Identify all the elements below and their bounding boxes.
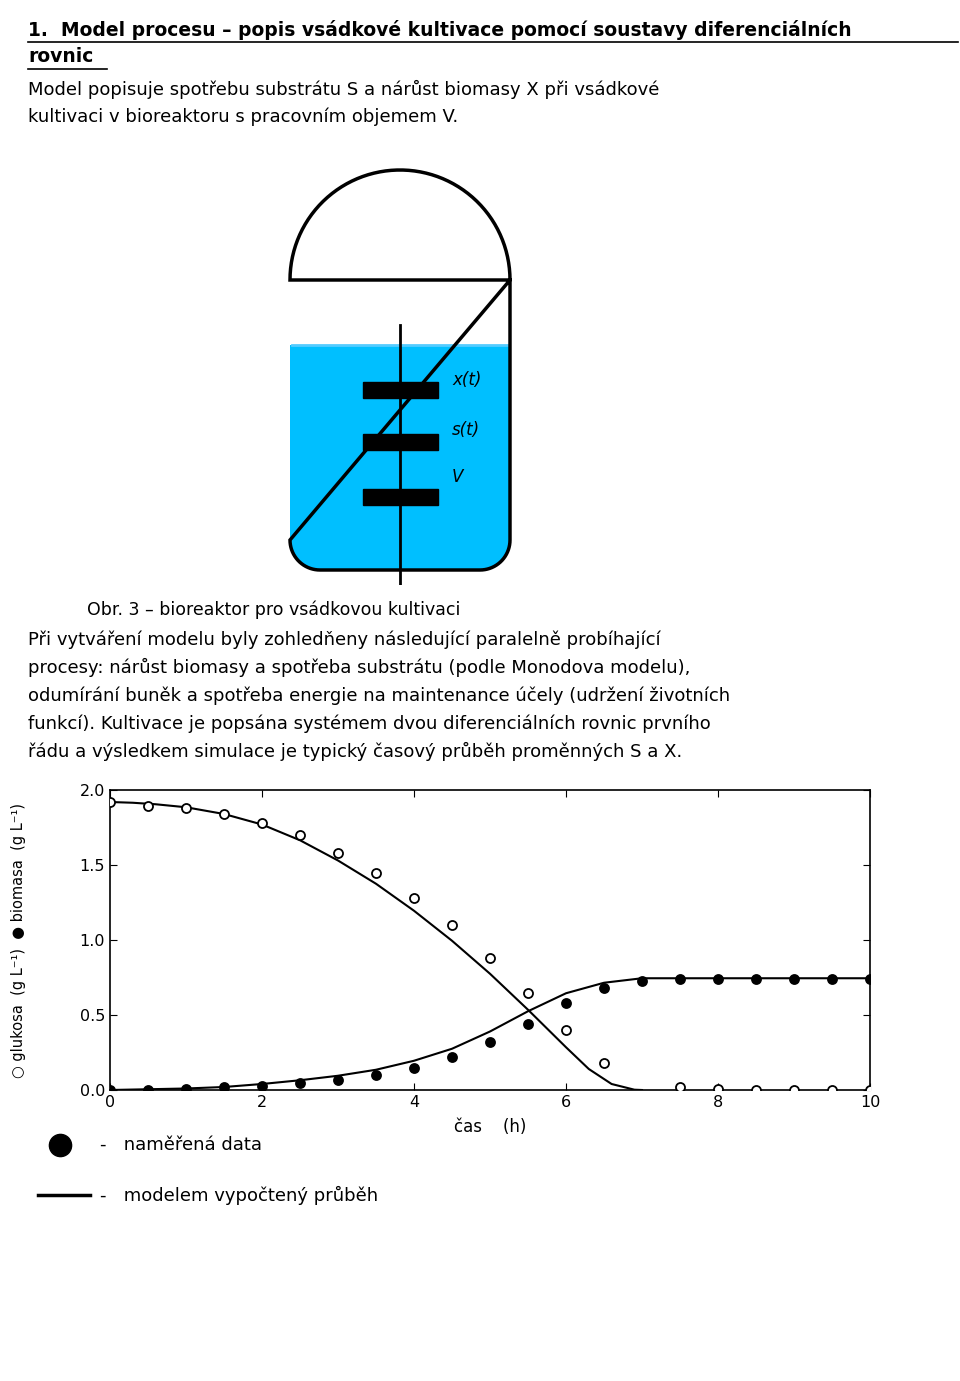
Text: s(t): s(t) <box>452 421 480 439</box>
Text: kultivaci v bioreaktoru s pracovním objemem V.: kultivaci v bioreaktoru s pracovním obje… <box>28 106 458 126</box>
Bar <box>363 434 438 450</box>
Polygon shape <box>290 170 510 570</box>
Text: Model popisuje spotřebu substrátu S a nárůst biomasy X při vsádkové: Model popisuje spotřebu substrátu S a ná… <box>28 80 660 99</box>
Text: -   naměřená data: - naměřená data <box>100 1137 262 1155</box>
Text: funkcí). Kultivace je popsána systémem dvou diferenciálních rovnic prvního: funkcí). Kultivace je popsána systémem d… <box>28 714 710 732</box>
Polygon shape <box>290 345 510 570</box>
Bar <box>363 489 438 505</box>
Text: V: V <box>452 468 464 486</box>
Text: Při vytváření modelu byly zohledňeny následující paralelně probíhající: Při vytváření modelu byly zohledňeny nás… <box>28 630 660 649</box>
Text: Obr. 3 – bioreaktor pro vsádkovou kultivaci: Obr. 3 – bioreaktor pro vsádkovou kultiv… <box>65 599 461 619</box>
Text: x(t): x(t) <box>452 371 481 389</box>
Text: odumírání buněk a spotřeba energie na maintenance účely (udržení životních: odumírání buněk a spotřeba energie na ma… <box>28 686 731 704</box>
Text: -   modelem vypočtený průběh: - modelem vypočtený průběh <box>100 1185 378 1204</box>
Text: řádu a výsledkem simulace je typický časový průběh proměnných S a X.: řádu a výsledkem simulace je typický čas… <box>28 742 683 761</box>
Text: procesy: nárůst biomasy a spotřeba substrátu (podle Monodova modelu),: procesy: nárůst biomasy a spotřeba subst… <box>28 657 690 677</box>
Text: 1.  Model procesu – popis vsádkové kultivace pomocí soustavy diferenciálních: 1. Model procesu – popis vsádkové kultiv… <box>28 19 852 40</box>
X-axis label: čas    (h): čas (h) <box>454 1119 526 1137</box>
Text: rovnic: rovnic <box>28 47 93 66</box>
Bar <box>363 383 438 398</box>
Text: ○ glukosa  (g L⁻¹)  ● biomasa  (g L⁻¹): ○ glukosa (g L⁻¹) ● biomasa (g L⁻¹) <box>12 802 26 1077</box>
